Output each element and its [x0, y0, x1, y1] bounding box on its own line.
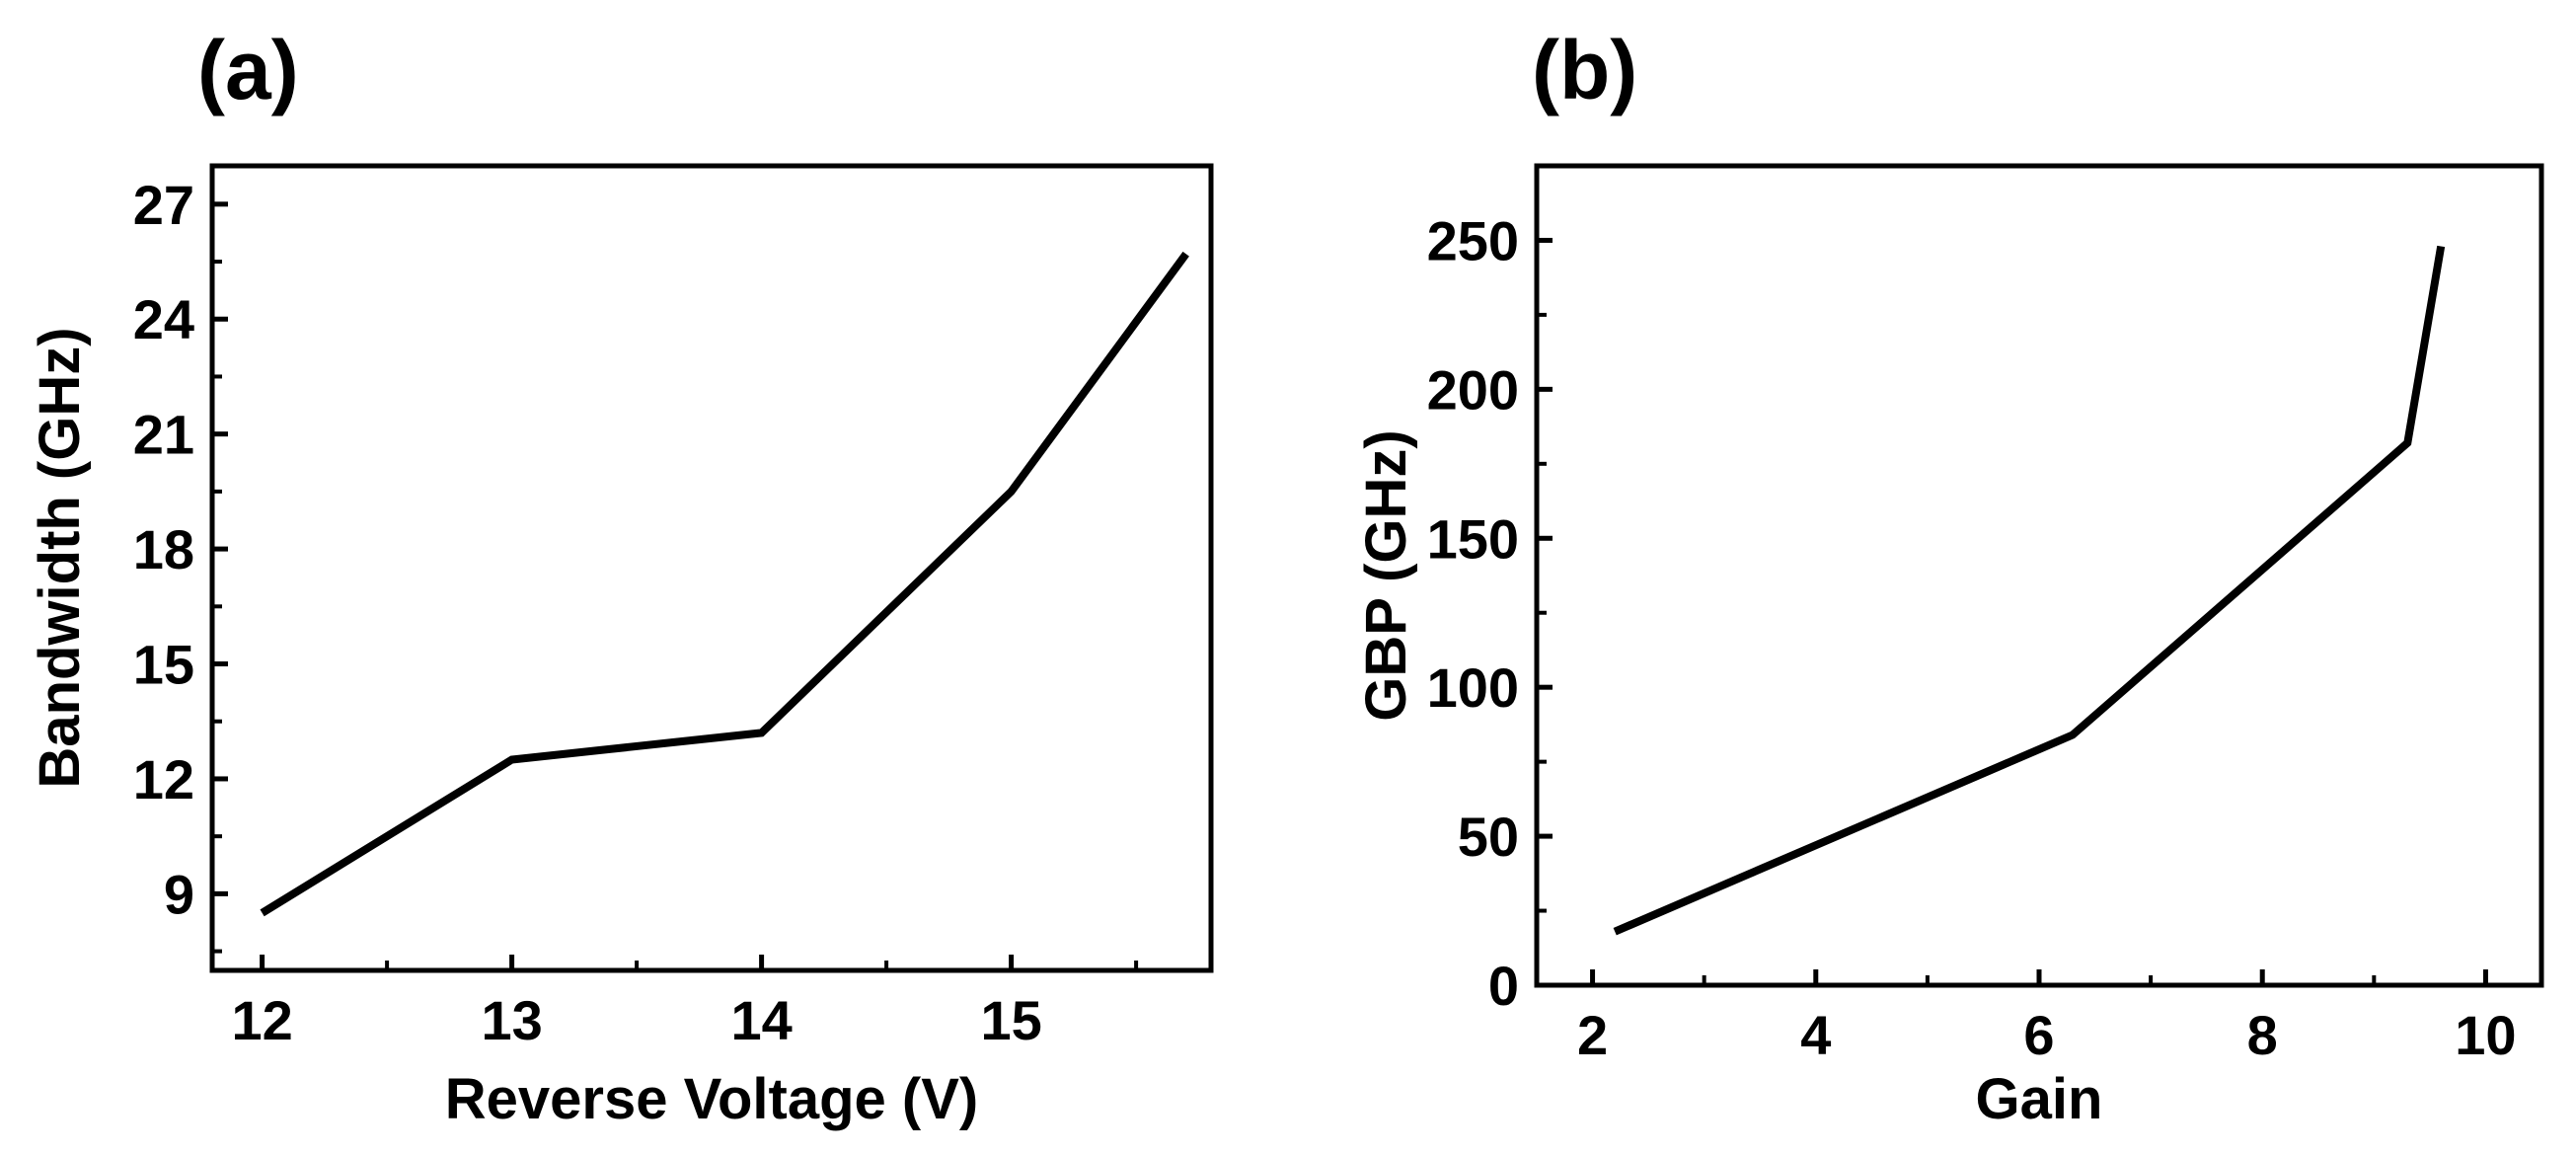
x-tick-label-a-12: 12: [231, 989, 292, 1051]
gbp-line: [1613, 245, 2446, 936]
y-tick-label-a-12: 12: [133, 748, 194, 810]
minor-ticks-b: [1537, 164, 2377, 985]
y-tick-label-b-0: 0: [1488, 955, 1519, 1017]
y-tick-label-b-200: 200: [1427, 358, 1519, 421]
x-tick-label-b-10: 10: [2455, 1004, 2516, 1066]
x-ticks-a: 12 13 14 15: [231, 955, 1042, 1051]
y-tick-label-b-250: 250: [1427, 209, 1519, 271]
y-tick-label-b-150: 150: [1427, 507, 1519, 570]
minor-ticks-a: [212, 260, 1139, 970]
y-tick-label-a-15: 15: [133, 634, 194, 696]
x-tick-label-a-14: 14: [730, 989, 792, 1051]
y-tick-label-a-27: 27: [133, 174, 194, 236]
plot-frame-b: [1534, 163, 2544, 988]
x-axis-title-b: Gain: [1976, 1067, 2103, 1131]
plot-frame-a: [209, 163, 1214, 973]
y-ticks-b: 0 50 100 150 200 250: [1427, 209, 1553, 1017]
y-tick-label-a-9: 9: [164, 863, 194, 925]
bandwidth-line: [260, 251, 1189, 917]
panel-label-a: (a): [197, 24, 299, 116]
y-tick-label-b-100: 100: [1427, 656, 1519, 719]
x-tick-label-a-13: 13: [481, 989, 542, 1051]
y-tick-label-b-50: 50: [1458, 806, 1519, 868]
y-tick-label-a-18: 18: [133, 518, 194, 580]
y-tick-label-a-24: 24: [133, 288, 194, 350]
y-axis-title-b: GBP (GHz): [1354, 429, 1418, 721]
chart-a: (a) 12 13 14 15 9 12 15 18 21 24 27 Reverse Volta…: [28, 24, 1214, 1131]
y-axis-title-a: Bandwidth (GHz): [28, 327, 92, 788]
x-tick-label-b-2: 2: [1577, 1004, 1608, 1066]
x-tick-label-a-15: 15: [980, 989, 1041, 1051]
x-ticks-b: 2 4 6 8 10: [1577, 969, 2517, 1066]
y-ticks-a: 9 12 15 18 21 24 27: [133, 174, 228, 925]
x-axis-title-a: Reverse Voltage (V): [445, 1067, 978, 1131]
y-tick-label-a-21: 21: [133, 404, 194, 466]
x-tick-label-b-8: 8: [2247, 1004, 2278, 1066]
x-tick-label-b-6: 6: [2023, 1004, 2054, 1066]
panel-label-b: (b): [1532, 24, 1637, 116]
x-tick-label-b-4: 4: [1800, 1004, 1831, 1066]
chart-b: (b) 2 4 6 8 10 0 50 100 150 200 250 Gain GBP (GHz…: [1354, 24, 2544, 1131]
